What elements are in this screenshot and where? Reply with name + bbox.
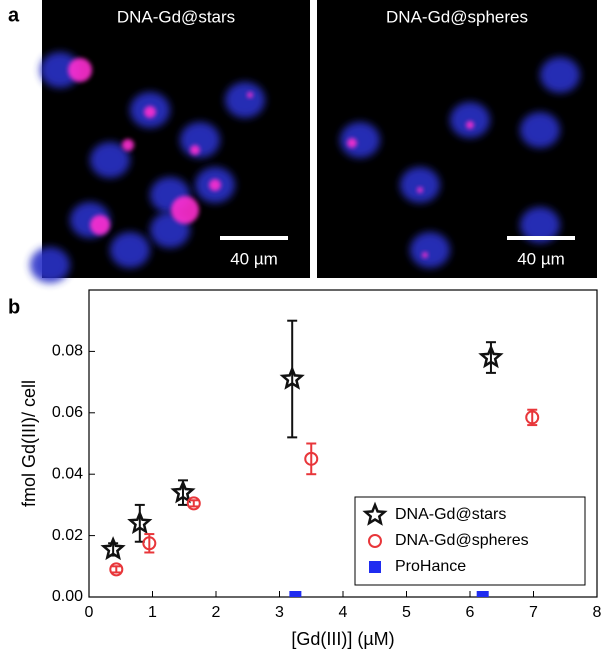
error-bar [111,565,122,574]
nucleus [450,102,490,138]
x-tick-label: 2 [212,604,221,621]
scale-bar-label: 40 µm [517,249,565,268]
circle-marker [304,451,319,466]
nanoparticle-signal [247,92,253,98]
nanoparticle-signal [347,138,357,148]
y-tick-label: 0.04 [52,465,83,482]
star-marker [279,365,305,390]
x-tick-label: 7 [529,604,538,621]
circle-marker [525,410,540,425]
image-title: DNA-Gd@spheres [386,7,528,26]
nanoparticle-signal [209,179,221,191]
nanoparticle-signal [122,139,134,151]
nanoparticle-signal [422,252,428,258]
error-bar [287,319,298,439]
x-axis-label: [Gd(III)] (µM) [291,629,394,649]
nucleus [520,112,560,148]
nucleus [40,52,80,88]
y-tick-label: 0.06 [52,404,83,421]
nanoparticle-signal [90,215,110,235]
y-axis-label: fmol Gd(III)/ cell [19,380,39,507]
x-tick-label: 0 [85,604,94,621]
x-tick-label: 5 [402,604,411,621]
nucleus [110,232,150,268]
star-marker [478,344,504,369]
circle-marker [109,562,124,577]
x-tick-label: 6 [466,604,475,621]
x-tick-label: 8 [593,604,602,621]
nucleus [540,57,580,93]
nucleus [180,122,220,158]
legend-label: ProHance [395,558,466,575]
nanoparticle-signal [466,121,474,129]
star-marker [127,509,153,535]
nucleus [340,122,380,158]
y-tick-label: 0.08 [52,343,83,360]
image-title: DNA-Gd@stars [117,7,235,26]
star-marker [100,536,126,561]
nucleus [400,167,440,203]
nucleus [225,82,265,118]
y-tick-label: 0.00 [52,588,83,605]
scale-bar-label: 40 µm [230,249,278,268]
x-tick-label: 3 [275,604,284,621]
nucleus [410,232,450,268]
cells [340,57,580,268]
circle-marker [186,496,201,511]
nanoparticle-signal [144,106,156,118]
legend-box [354,496,586,586]
panel-label: a [8,4,20,26]
nucleus [520,207,560,243]
cells [30,52,265,283]
nucleus [90,142,130,178]
circle-marker [368,534,382,548]
legend: DNA-Gd@stars DNA-Gd@spheres ProHance [354,496,586,586]
plot-area [100,319,540,597]
x-tick-label: 4 [339,604,348,621]
square-marker [289,591,302,597]
nanoparticle-signal [190,145,200,155]
square-marker [369,561,381,573]
star-marker [362,501,388,526]
legend-label: DNA-Gd@spheres [395,532,529,549]
legend-label: DNA-Gd@stars [395,506,506,523]
nanoparticle-signal [417,187,423,193]
x-tick-label: 1 [148,604,157,621]
star-marker [170,479,196,504]
square-marker [476,591,489,597]
nucleus [30,247,70,283]
y-tick-label: 0.02 [52,527,83,544]
nanoparticle-signal [68,58,92,82]
panel-label: b [8,296,20,318]
error-bar [306,442,317,476]
circle-marker [142,536,157,551]
nanoparticle-signal [171,196,199,224]
error-bar [188,499,199,508]
